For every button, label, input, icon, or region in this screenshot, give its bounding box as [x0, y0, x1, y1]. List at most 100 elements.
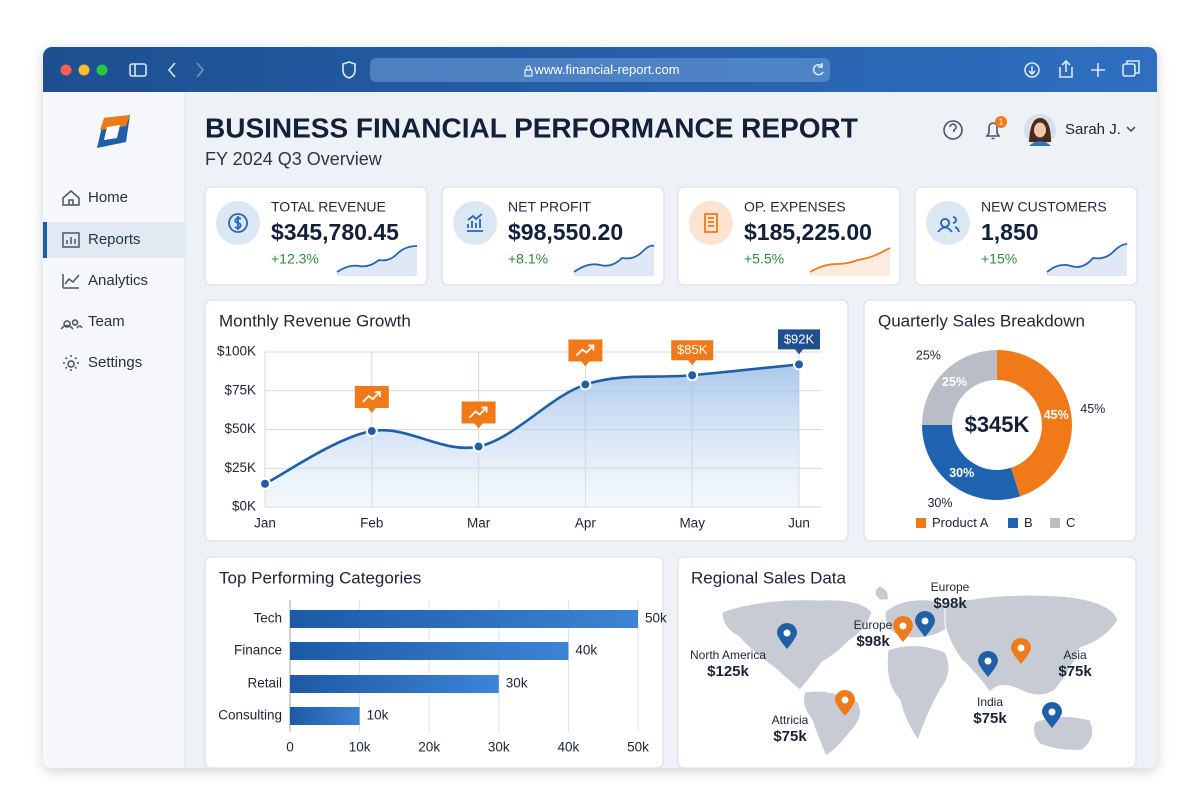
page-subtitle: FY 2024 Q3 Overview	[205, 149, 383, 169]
x-tick-label: 10k	[349, 740, 371, 755]
value-label: 10k	[367, 708, 389, 723]
zoom-button[interactable]	[96, 64, 108, 76]
map-pin-dot	[921, 617, 929, 625]
notifications-button[interactable]	[985, 122, 1001, 140]
map-title: Regional Sales Data	[691, 568, 847, 587]
category-label: Tech	[253, 611, 282, 626]
region-value: $75k	[773, 728, 807, 745]
x-tick-label: Apr	[575, 516, 597, 531]
reload-button[interactable]	[812, 63, 824, 76]
kpi-icon	[467, 213, 483, 232]
kpi-icon-bg	[926, 201, 970, 245]
help-button[interactable]	[943, 120, 963, 140]
region-value: $98k	[933, 595, 967, 612]
page-title: BUSINESS FINANCIAL PERFORMANCE REPORT	[205, 112, 858, 143]
nav-item[interactable]: Analytics	[62, 272, 148, 289]
nav-item[interactable]: Settings	[63, 354, 142, 371]
back-button[interactable]	[167, 62, 176, 78]
map-pin-dot	[1048, 708, 1056, 716]
address-bar[interactable]	[370, 58, 830, 82]
sidebar-toggle[interactable]	[129, 63, 147, 77]
segment-outer-label: 45%	[1080, 402, 1105, 416]
nav-label: Home	[88, 189, 128, 206]
download-arrow	[1028, 66, 1036, 76]
region-value: $98k	[856, 633, 890, 650]
kpi-value: $185,225.00	[744, 219, 872, 245]
land-mass	[721, 599, 873, 691]
kpi-icon	[937, 216, 960, 233]
value-badge	[671, 340, 714, 366]
kpi-label: NET PROFIT	[508, 199, 591, 215]
region-name: Asia	[1063, 648, 1087, 662]
chart-title: Monthly Revenue Growth	[219, 311, 411, 330]
x-tick-label: Jun	[788, 516, 810, 531]
segment-label: 25%	[942, 375, 967, 389]
donut-segment	[922, 425, 1021, 500]
nav-label: Settings	[88, 354, 142, 371]
kpi-change: +8.1%	[508, 251, 548, 267]
nav-item[interactable]: Team	[60, 313, 125, 330]
line-point	[472, 440, 485, 453]
kpi-sparkline	[336, 245, 418, 273]
user-menu-chevron[interactable]	[1126, 126, 1136, 133]
map-pin-dot	[841, 696, 849, 704]
x-tick-label: Jan	[254, 516, 276, 531]
map-pin-dot	[984, 657, 992, 665]
kpi-change: +5.5%	[744, 251, 784, 267]
kpi-card	[677, 186, 901, 286]
bar	[290, 675, 499, 693]
y-tick-label: $75K	[224, 382, 256, 397]
tabs-button[interactable]	[1122, 63, 1136, 77]
region-name: Attricia	[772, 713, 809, 727]
chart-title: Quarterly Sales Breakdown	[878, 311, 1085, 330]
segment-outer-label: 30%	[927, 496, 952, 510]
nav-item[interactable]: Home	[62, 189, 128, 206]
segment-outer-label: 25%	[916, 349, 941, 363]
kpi-card	[914, 186, 1138, 286]
trend-icon	[362, 391, 381, 403]
value-label: 40k	[575, 643, 597, 658]
region-value: $75k	[973, 710, 1007, 727]
value-label: 50k	[645, 611, 667, 626]
donut-card	[863, 299, 1137, 542]
nav-icon	[63, 355, 79, 371]
line-point	[259, 477, 271, 490]
map-pin-dot	[899, 622, 907, 630]
logo	[97, 115, 130, 148]
segment-label: 30%	[949, 466, 974, 480]
help-glyph	[949, 123, 957, 132]
region-name: North America	[690, 648, 766, 662]
minimize-button[interactable]	[78, 64, 90, 76]
nav-item[interactable]: Reports	[43, 222, 185, 258]
user-name: Sarah J.	[1065, 121, 1121, 138]
notification-badge	[995, 116, 1007, 128]
line-point	[365, 425, 378, 438]
share-button[interactable]	[1059, 59, 1073, 78]
nav-icon	[62, 190, 80, 206]
forward-button[interactable]	[196, 62, 205, 78]
kpi-card	[441, 186, 665, 286]
legend-label: Product A	[932, 515, 989, 530]
kpi-change: +12.3%	[271, 251, 319, 267]
nav-icon	[62, 232, 80, 248]
donut-segment	[922, 350, 997, 425]
url-text: www.financial-report.com	[533, 62, 679, 77]
region-name: Europe	[931, 580, 970, 594]
kpi-sparkline-fill	[337, 246, 417, 276]
x-tick-label: 40k	[558, 740, 580, 755]
x-tick-label: 50k	[627, 740, 649, 755]
new-tab-button[interactable]	[1091, 63, 1105, 77]
kpi-card	[204, 186, 428, 286]
segment-label: 45%	[1044, 408, 1069, 422]
chart-title: Top Performing Categories	[219, 568, 421, 587]
line-point	[686, 369, 699, 382]
land-mass	[886, 645, 950, 742]
avatar[interactable]	[1024, 114, 1056, 146]
value-label: $85K	[677, 342, 708, 357]
download-button[interactable]	[1024, 62, 1040, 78]
category-label: Consulting	[218, 708, 282, 723]
nav-label: Analytics	[88, 272, 148, 289]
value-label: 30k	[506, 676, 528, 691]
close-button[interactable]	[60, 64, 72, 76]
lock-icon	[524, 65, 533, 77]
